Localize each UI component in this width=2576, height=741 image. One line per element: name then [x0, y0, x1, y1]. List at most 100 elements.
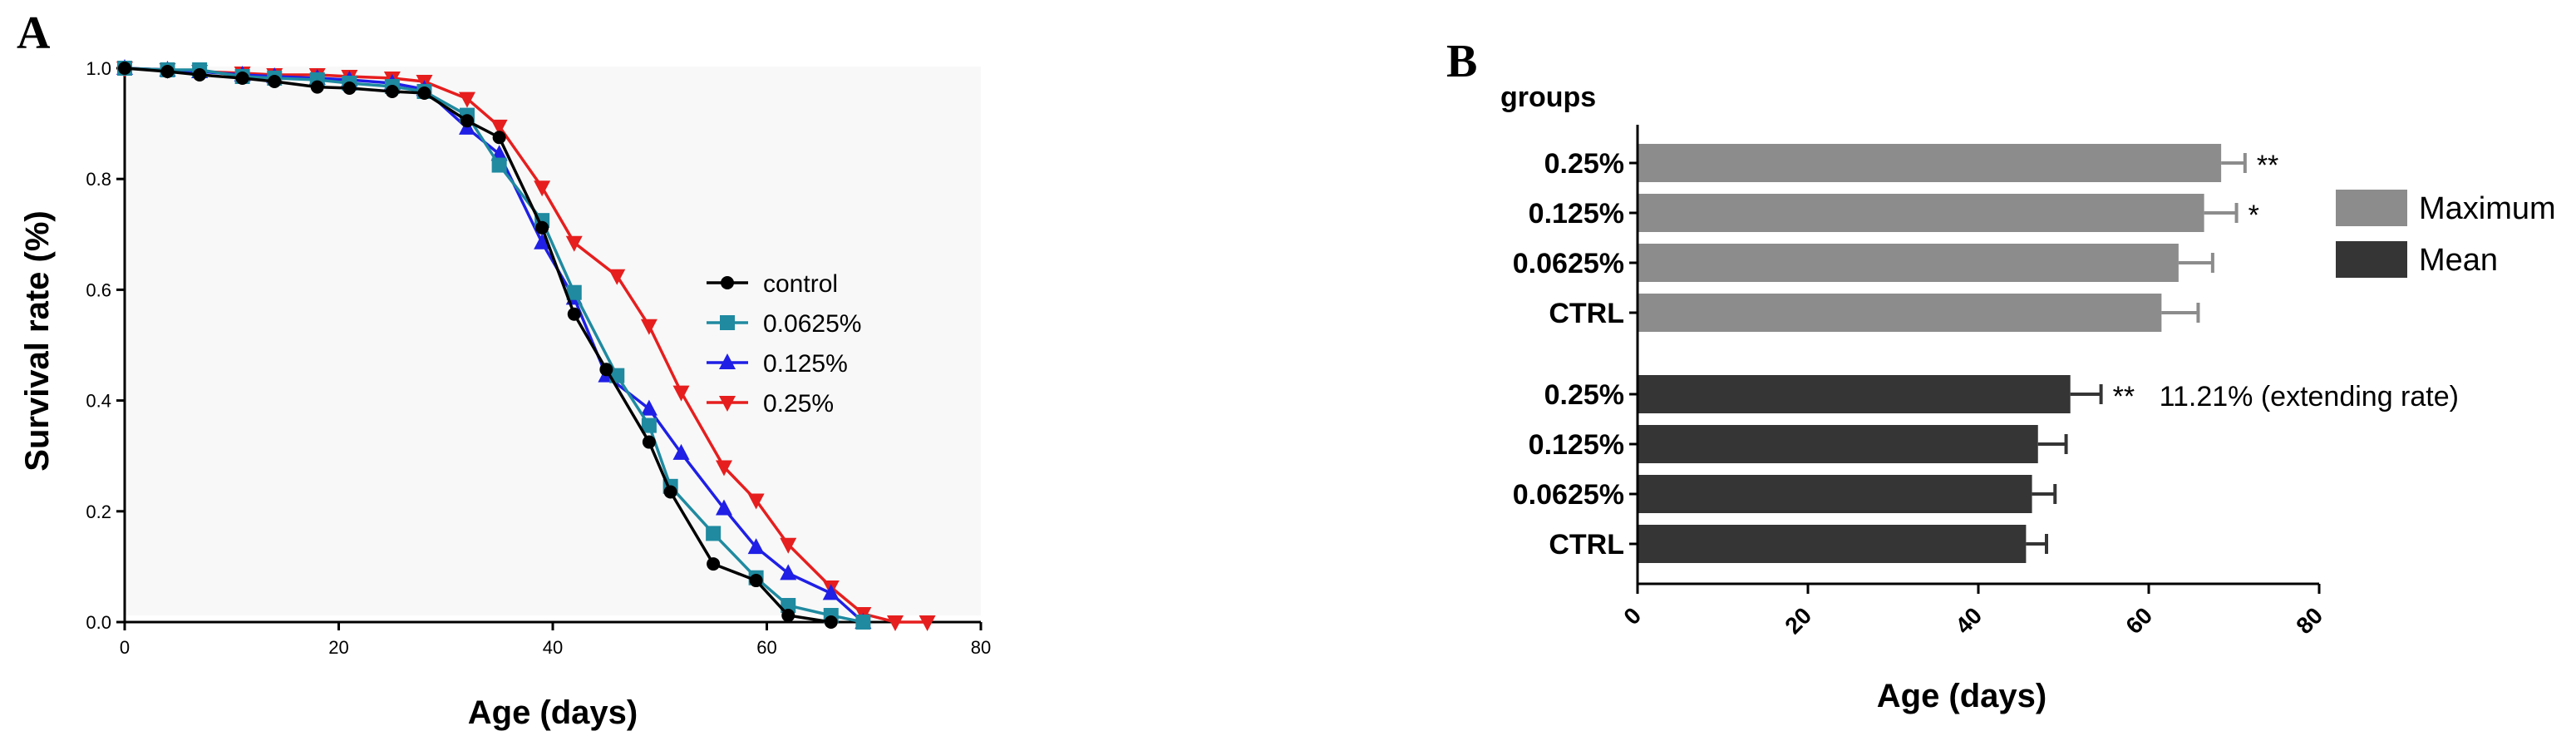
x-tick-label-b: 60: [2120, 602, 2157, 639]
data-point: [342, 81, 357, 95]
data-point: [160, 64, 175, 78]
data-point: [459, 91, 475, 108]
data-point: [535, 220, 549, 235]
x-axis-title-b: Age (days): [1877, 678, 2047, 714]
data-point: [490, 119, 508, 136]
data-point: [641, 417, 657, 433]
legend-marker: [719, 396, 736, 412]
bar-maximum: [1638, 294, 2162, 332]
x-tick-label-a: 80: [971, 637, 991, 658]
data-point: [822, 584, 840, 600]
x-tick-label-b: 0: [1618, 602, 1646, 630]
data-point: [534, 180, 551, 197]
legend-marker: [721, 276, 734, 289]
x-tick-label-b: 80: [2291, 602, 2327, 639]
data-point: [780, 564, 797, 580]
bar-mean: [1638, 375, 2071, 413]
data-point: [855, 615, 871, 630]
x-axis-title-a: Age (days): [468, 694, 638, 731]
y-tick-label-a: 0.0: [86, 612, 111, 633]
bar-mean: [1638, 525, 2027, 563]
y-tick-label-a: 0.6: [86, 279, 111, 300]
bar-mean: [1638, 425, 2038, 463]
bar-maximum: [1638, 194, 2204, 232]
legend-label: 0.0625%: [763, 310, 861, 338]
x-tick-label-b: 20: [1780, 602, 1816, 639]
data-point: [781, 598, 796, 614]
significance-marker: *: [2248, 200, 2259, 231]
bar-mean: [1638, 475, 2032, 513]
data-point: [492, 131, 506, 145]
legend-label: Mean: [2419, 243, 2498, 278]
data-point: [672, 443, 690, 460]
plot-background: [125, 67, 981, 615]
legend-label: Maximum: [2419, 191, 2556, 226]
y-tick-label-a: 1.0: [86, 58, 111, 79]
data-point: [716, 460, 732, 477]
category-label: CTRL: [1549, 529, 1624, 561]
legend-marker: [719, 353, 736, 369]
data-point: [640, 319, 658, 335]
legend-label: 0.125%: [763, 350, 848, 378]
x-tick-label-b: 40: [1950, 602, 1987, 639]
legend-label: 0.25%: [763, 390, 834, 417]
data-point: [268, 74, 282, 88]
data-point: [749, 574, 763, 588]
data-point: [491, 157, 507, 173]
y-axis-title-a: Survival rate (%): [19, 210, 56, 471]
data-point: [310, 80, 324, 94]
extending-rate-note: 11.21% (extending rate): [2160, 381, 2459, 412]
data-point: [716, 499, 732, 516]
survival-chart: 0 20 40 60 80 0.0 0.2 0.4 0.6 0.8 1.0 control 0.062…: [86, 58, 991, 658]
legend-swatch: [2336, 241, 2407, 278]
category-label: 0.125%: [1529, 429, 1624, 461]
data-point: [824, 615, 838, 629]
category-label: CTRL: [1549, 298, 1624, 329]
data-point: [566, 284, 582, 300]
data-point: [461, 114, 474, 128]
data-point: [565, 235, 583, 252]
y-tick-label-a: 0.2: [86, 501, 111, 522]
panel-b-letter: B: [1446, 36, 1477, 87]
y-tick-label-a: 0.8: [86, 169, 111, 190]
y-axis-title-b: groups: [1500, 82, 1596, 113]
data-point: [118, 62, 131, 75]
bar-maximum: [1638, 244, 2179, 282]
data-point: [608, 269, 626, 285]
data-point: [385, 84, 399, 98]
legend-label: control: [763, 270, 838, 298]
bar-maximum: [1638, 144, 2222, 182]
category-label: 0.25%: [1544, 379, 1624, 411]
x-tick-label-a: 0: [120, 637, 130, 658]
data-point: [599, 363, 613, 377]
category-label: 0.125%: [1529, 198, 1624, 230]
lifespan-bar-chart: ***** 0.25%0.125%0.0625%CTRL0.25%0.125%0…: [1513, 125, 2556, 639]
data-point: [747, 493, 765, 510]
x-tick-label-a: 20: [328, 637, 348, 658]
significance-marker: **: [2257, 150, 2278, 181]
y-tick-label-a: 0.4: [86, 391, 111, 412]
data-point: [919, 615, 936, 631]
significance-marker: **: [2113, 381, 2135, 412]
data-point: [747, 538, 765, 555]
data-point: [780, 537, 797, 554]
data-point: [235, 71, 249, 85]
data-point: [663, 485, 677, 499]
data-point: [640, 399, 658, 416]
category-label: 0.0625%: [1513, 479, 1624, 511]
category-label: 0.25%: [1544, 148, 1624, 180]
data-point: [534, 233, 551, 249]
data-point: [567, 307, 581, 321]
data-point: [672, 385, 690, 402]
x-tick-label-a: 40: [543, 637, 563, 658]
legend-marker: [720, 315, 735, 330]
data-point: [642, 435, 656, 449]
category-label: 0.0625%: [1513, 248, 1624, 279]
legend-swatch: [2336, 190, 2407, 226]
data-point: [781, 609, 795, 623]
data-point: [887, 615, 904, 631]
data-point: [193, 67, 207, 82]
x-tick-label-a: 60: [756, 637, 776, 658]
data-point: [707, 557, 721, 571]
